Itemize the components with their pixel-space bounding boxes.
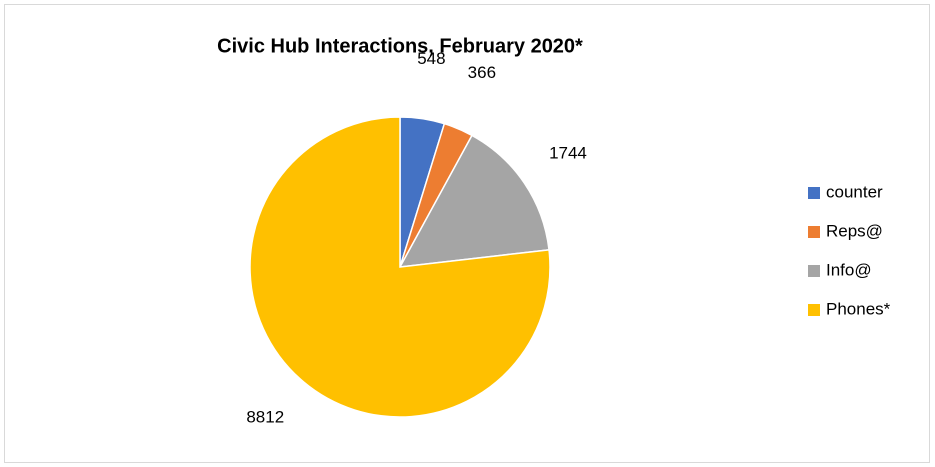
pie-slice [249, 116, 551, 418]
data-label: 8812 [246, 408, 284, 427]
pie-slice [398, 134, 550, 268]
legend-label: Info@ [826, 260, 872, 279]
legend-swatch [808, 226, 820, 238]
legend-label: Reps@ [826, 221, 883, 240]
legend-swatch [808, 304, 820, 316]
legend-swatch [808, 187, 820, 199]
legend-label: counter [826, 182, 883, 201]
data-label: 1744 [549, 143, 587, 162]
data-label: 548 [417, 49, 445, 68]
data-label: 366 [468, 63, 496, 82]
legend-swatch [808, 265, 820, 277]
legend-label: Phones* [826, 299, 891, 318]
chart-title: Civic Hub Interactions, February 2020* [217, 35, 583, 57]
